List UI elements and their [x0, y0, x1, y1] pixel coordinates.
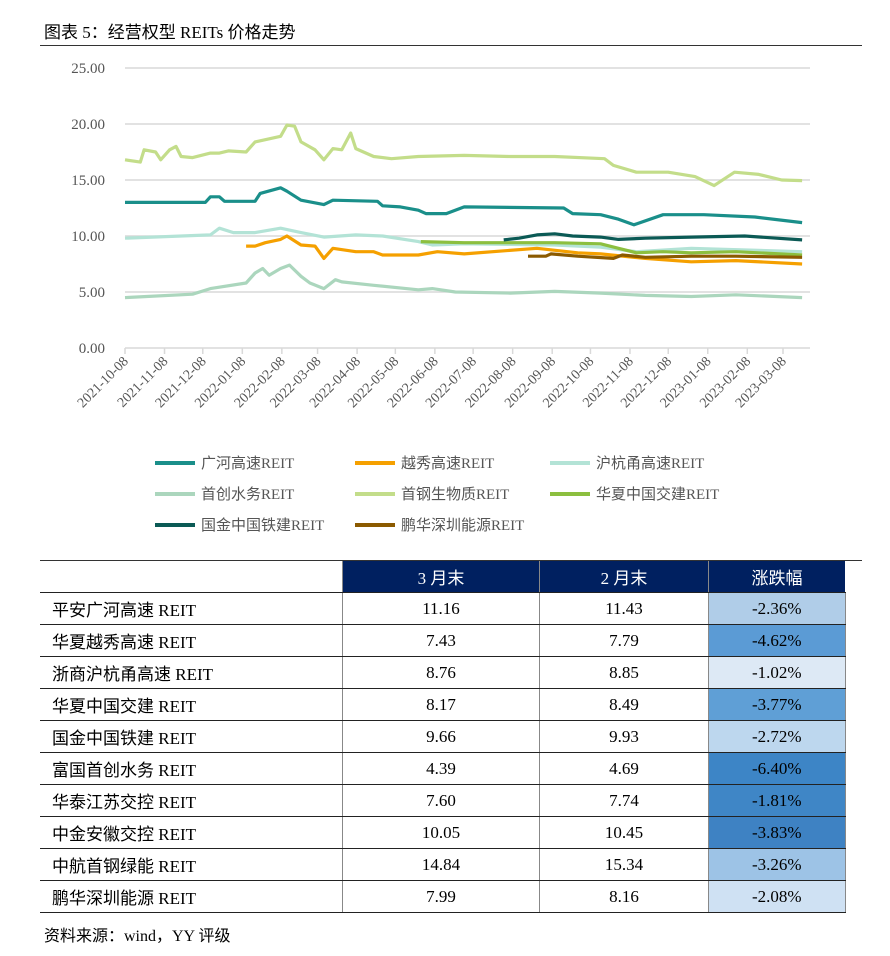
source-note: 资料来源：wind，YY 评级 [44, 928, 231, 945]
legend-swatch [355, 491, 395, 496]
legend-item: 鹏华深圳能源REIT [355, 514, 524, 535]
legend-swatch [550, 491, 590, 496]
cell-mar: 7.60 [342, 784, 540, 817]
table-top-border [40, 560, 862, 561]
cell-feb: 8.16 [539, 880, 709, 913]
cell-chg: -2.72% [708, 720, 846, 753]
cell-name: 鹏华深圳能源 REIT [40, 880, 343, 913]
price-line-chart: 0.005.0010.0015.0020.0025.002021-10-0820… [71, 61, 810, 411]
header-february: 2 月末 [539, 561, 709, 593]
cell-name: 华夏中国交建 REIT [40, 688, 343, 721]
header-march: 3 月末 [342, 561, 540, 593]
series-line-3 [124, 226, 803, 254]
table-header-row: 3 月末 2 月末 涨跌幅 [40, 561, 845, 593]
cell-chg: -3.26% [708, 848, 846, 881]
figure-title: 图表 5：经营权型 REITs 价格走势 [44, 23, 296, 42]
header-change: 涨跌幅 [708, 561, 845, 593]
table-row: 中金安徽交控 REIT 10.05 10.45 -3.83% [40, 816, 846, 849]
cell-mar: 14.84 [342, 848, 540, 881]
legend-label: 广河高速REIT [201, 456, 295, 472]
table-row: 富国首创水务 REIT 4.39 4.69 -6.40% [40, 752, 846, 785]
table-row: 浙商沪杭甬高速 REIT 8.76 8.85 -1.02% [40, 656, 846, 689]
legend-swatch [155, 460, 195, 465]
cell-chg: -3.83% [708, 816, 846, 849]
header-name [40, 561, 343, 593]
cell-name: 中金安徽交控 REIT [40, 816, 343, 849]
legend-label: 首创水务REIT [201, 487, 295, 503]
legend-label: 国金中国铁建REIT [201, 518, 325, 534]
cell-mar: 7.99 [342, 880, 540, 913]
legend-item: 首钢生物质REIT [355, 483, 509, 504]
y-tick-label: 10.00 [71, 229, 105, 245]
legend-item: 华夏中国交建REIT [550, 483, 719, 504]
legend-swatch [355, 460, 395, 465]
legend-item: 国金中国铁建REIT [155, 514, 324, 535]
cell-mar: 10.05 [342, 816, 540, 849]
cell-feb: 4.69 [539, 752, 709, 785]
cell-name: 富国首创水务 REIT [40, 752, 343, 785]
cell-chg: -2.08% [708, 880, 846, 913]
legend-item: 首创水务REIT [155, 483, 294, 504]
y-tick-label: 5.00 [79, 285, 105, 301]
cell-chg: -6.40% [708, 752, 846, 785]
legend-label: 越秀高速REIT [401, 456, 495, 472]
cell-feb: 10.45 [539, 816, 709, 849]
table-row: 华夏越秀高速 REIT 7.43 7.79 -4.62% [40, 624, 846, 657]
y-tick-label: 15.00 [71, 173, 105, 189]
cell-name: 平安广河高速 REIT [40, 592, 343, 625]
table-row: 平安广河高速 REIT 11.16 11.43 -2.36% [40, 592, 846, 625]
table-row: 鹏华深圳能源 REIT 7.99 8.16 -2.08% [40, 880, 846, 913]
cell-mar: 4.39 [342, 752, 540, 785]
legend-swatch [550, 460, 590, 465]
series-line-1 [125, 186, 803, 227]
y-tick-label: 25.00 [71, 61, 105, 77]
legend-item: 广河高速REIT [155, 452, 294, 473]
cell-name: 国金中国铁建 REIT [40, 720, 343, 753]
price-table: 3 月末 2 月末 涨跌幅 平安广河高速 REIT 11.16 11.43 -2.36… [40, 561, 846, 913]
cell-mar: 7.43 [342, 624, 540, 657]
table-row: 华夏中国交建 REIT 8.17 8.49 -3.77% [40, 688, 846, 721]
cell-mar: 8.76 [342, 656, 540, 689]
legend-item: 沪杭甬高速REIT [550, 452, 704, 473]
cell-feb: 9.93 [539, 720, 709, 753]
series-line-4 [124, 263, 803, 300]
cell-feb: 8.85 [539, 656, 709, 689]
cell-mar: 11.16 [342, 592, 540, 625]
table-row: 国金中国铁建 REIT 9.66 9.93 -2.72% [40, 720, 846, 753]
legend-label: 沪杭甬高速REIT [596, 456, 705, 472]
cell-name: 华泰江苏交控 REIT [40, 784, 343, 817]
series-line-5 [124, 123, 803, 188]
legend-swatch [155, 491, 195, 496]
legend-label: 华夏中国交建REIT [596, 487, 720, 503]
cell-chg: -1.02% [708, 656, 846, 689]
legend-label: 鹏华深圳能源REIT [401, 518, 525, 534]
cell-feb: 7.74 [539, 784, 709, 817]
cell-mar: 8.17 [342, 688, 540, 721]
cell-name: 浙商沪杭甬高速 REIT [40, 656, 343, 689]
series-line-7 [503, 232, 803, 242]
cell-chg: -4.62% [708, 624, 846, 657]
cell-feb: 11.43 [539, 592, 709, 625]
y-tick-label: 0.00 [79, 341, 105, 357]
cell-feb: 7.79 [539, 624, 709, 657]
cell-chg: -2.36% [708, 592, 846, 625]
legend-label: 首钢生物质REIT [401, 487, 510, 503]
y-tick-label: 20.00 [71, 117, 105, 133]
legend-item: 越秀高速REIT [355, 452, 494, 473]
legend-swatch [155, 522, 195, 527]
table-row: 华泰江苏交控 REIT 7.60 7.74 -1.81% [40, 784, 846, 817]
cell-mar: 9.66 [342, 720, 540, 753]
cell-chg: -1.81% [708, 784, 846, 817]
cell-feb: 8.49 [539, 688, 709, 721]
legend-swatch [355, 522, 395, 527]
cell-name: 华夏越秀高速 REIT [40, 624, 343, 657]
cell-feb: 15.34 [539, 848, 709, 881]
cell-name: 中航首钢绿能 REIT [40, 848, 343, 881]
table-row: 中航首钢绿能 REIT 14.84 15.34 -3.26% [40, 848, 846, 881]
cell-chg: -3.77% [708, 688, 846, 721]
series-line-8 [528, 252, 803, 260]
series-line-6 [420, 240, 803, 257]
title-divider [40, 45, 862, 46]
